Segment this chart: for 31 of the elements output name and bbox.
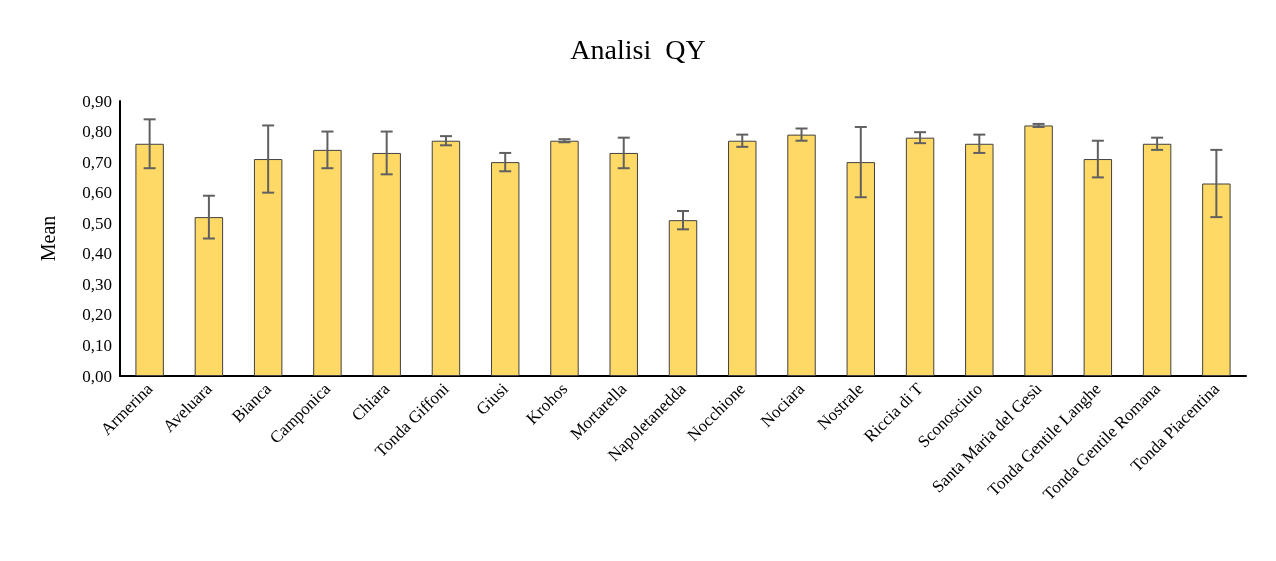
y-tick-label: 0,20 [82,305,112,325]
bar [787,134,816,376]
bar [668,220,698,376]
bar [135,143,164,376]
bar [846,162,876,376]
bar [194,217,224,376]
bar [372,152,401,376]
bar [609,152,638,376]
y-tick-label: 0,90 [82,91,112,111]
bar [550,140,579,376]
bar [728,140,757,376]
y-tick-label: 0,80 [82,122,112,142]
chart-title: Analisi QY [570,33,706,65]
bar [313,149,342,376]
y-tick-label: 0,10 [82,335,112,355]
bar [1024,125,1053,376]
bar [1142,143,1172,376]
y-tick-label: 0,00 [82,366,112,386]
y-tick-label: 0,50 [82,213,112,233]
y-tick-label: 0,40 [82,244,112,264]
bar [490,162,520,376]
bar [1202,183,1231,376]
bar [965,143,994,376]
y-tick-label: 0,30 [82,274,112,294]
bar [1083,159,1113,376]
bar [253,159,283,376]
y-tick-label: 0,70 [82,152,112,172]
y-axis-title: Mean [37,215,59,262]
bar [905,137,935,376]
bar [431,140,461,376]
y-tick-label: 0,60 [82,183,112,203]
